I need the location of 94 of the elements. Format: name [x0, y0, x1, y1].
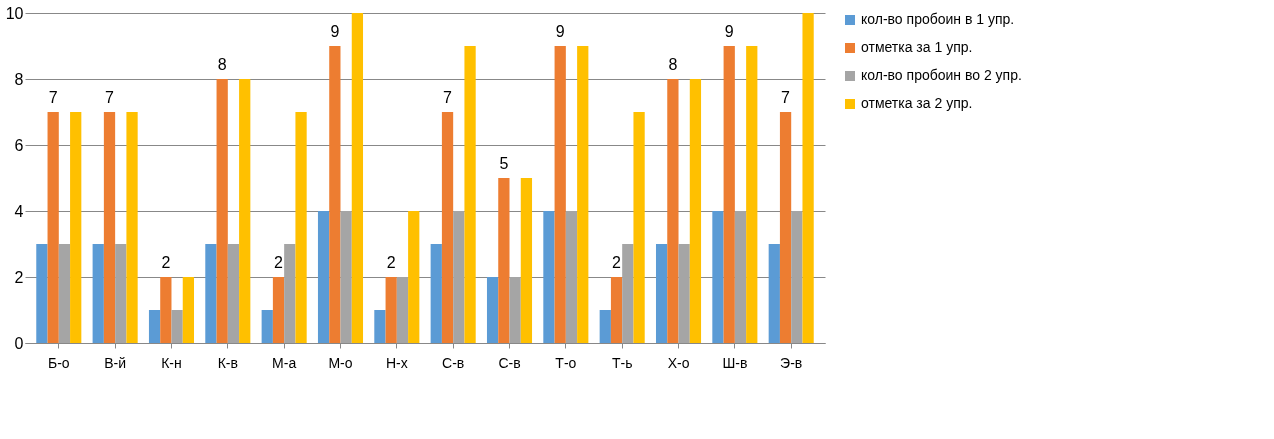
x-tick-label: К-н [161, 354, 182, 371]
bar [430, 244, 442, 343]
bar [205, 244, 217, 343]
x-tick-label: Х-о [667, 354, 690, 371]
bar [396, 277, 409, 343]
x-tick-label: С-в [442, 354, 465, 371]
bar [284, 244, 296, 343]
data-label: 2 [274, 254, 284, 271]
bar [509, 277, 521, 343]
bar [58, 244, 71, 343]
bar [464, 46, 476, 343]
data-label: 2 [386, 254, 396, 271]
bar [295, 112, 307, 343]
y-tick-label: 4 [14, 202, 24, 220]
bar [385, 277, 397, 343]
legend-label: кол-во пробоин во 2 упр. [861, 67, 1022, 83]
data-label: 7 [443, 89, 453, 106]
bar [453, 211, 465, 343]
x-tick-label: М-а [272, 354, 297, 371]
legend-label: отметка за 1 упр. [861, 39, 973, 55]
bar [103, 112, 116, 343]
x-tick-label: Э-в [780, 354, 803, 371]
bar [92, 244, 104, 343]
bar [610, 277, 623, 343]
x-tick-label: Т-о [555, 354, 577, 371]
y-tick-label: 6 [14, 136, 24, 154]
bar [216, 79, 228, 343]
bar [441, 112, 454, 343]
x-tick-label: К-в [217, 354, 238, 371]
bar [779, 112, 792, 343]
bar [160, 277, 172, 343]
data-label: 7 [105, 89, 115, 106]
x-tick-label: В-й [104, 354, 127, 371]
data-label: 8 [668, 56, 678, 73]
bar [543, 211, 555, 343]
x-tick-label: Б-о [47, 354, 70, 371]
bar [768, 244, 780, 343]
data-label: 7 [48, 89, 58, 106]
y-tick-label: 2 [14, 268, 24, 286]
y-tick-label: 8 [14, 70, 24, 88]
x-tick-label: Ш-в [722, 354, 748, 371]
bar [171, 310, 183, 343]
data-label: 7 [781, 89, 791, 106]
legend-label: кол-во пробоин в 1 упр. [861, 11, 1015, 27]
y-tick-label: 0 [14, 334, 24, 352]
bar [622, 244, 634, 343]
data-label: 8 [217, 56, 227, 73]
bar [351, 13, 364, 343]
bar [565, 211, 578, 343]
bar [667, 79, 679, 343]
bar [802, 13, 814, 343]
y-tick-label: 10 [5, 4, 24, 22]
bar [148, 310, 161, 343]
bar [678, 244, 690, 343]
bar [599, 310, 611, 343]
bar [70, 112, 82, 343]
x-tick-label: С-в [498, 354, 521, 371]
x-tick-label: Н-х [385, 354, 408, 371]
legend-label: отметка за 2 упр. [861, 95, 973, 111]
bar [47, 112, 59, 343]
data-label: 9 [330, 23, 340, 40]
x-tick-label: М-о [328, 354, 353, 371]
bar [712, 211, 724, 343]
bar [36, 244, 48, 343]
bar [689, 79, 702, 343]
bar [317, 211, 330, 343]
bar [734, 211, 747, 343]
data-label: 5 [499, 155, 509, 172]
bar [577, 46, 589, 343]
bar [227, 244, 240, 343]
bar [182, 277, 195, 343]
data-label: 9 [555, 23, 565, 40]
bar [633, 112, 645, 343]
bar [746, 46, 758, 343]
bar [126, 112, 138, 343]
bar [115, 244, 127, 343]
bar [520, 178, 533, 343]
x-tick-label: Т-ь [611, 354, 633, 371]
bar [239, 79, 251, 343]
bar [408, 211, 420, 343]
bar [329, 46, 341, 343]
bar [723, 46, 735, 343]
bar [374, 310, 386, 343]
bar [791, 211, 803, 343]
bar [655, 244, 668, 343]
data-label: 2 [612, 254, 622, 271]
bar [272, 277, 285, 343]
bar [340, 211, 352, 343]
bar [554, 46, 566, 343]
data-label: 9 [724, 23, 734, 40]
bar [498, 178, 510, 343]
bar [261, 310, 273, 343]
data-label: 2 [161, 254, 171, 271]
bar [486, 277, 499, 343]
